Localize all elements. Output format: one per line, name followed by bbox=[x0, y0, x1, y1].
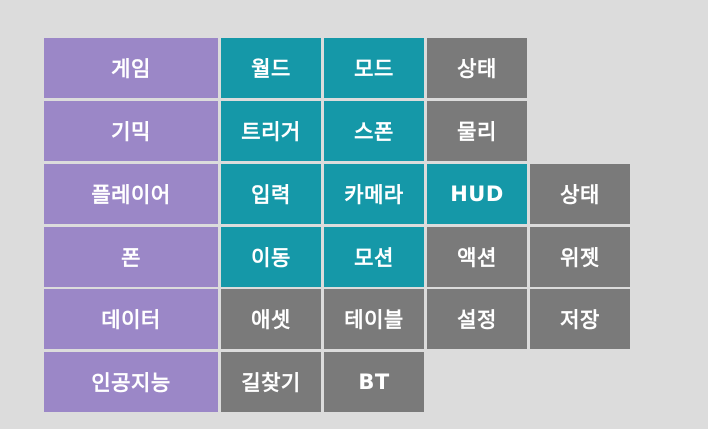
module-cell: 상태 bbox=[530, 164, 630, 224]
module-cell: 액션 bbox=[427, 227, 527, 287]
category-grid: 게임 월드 모드 상태 기믹 트리거 스폰 물리 플레이어 입력 카메라 HUD 상태 폰 이동 모션 액션 위젯… bbox=[44, 38, 630, 414]
module-cell: 상태 bbox=[427, 38, 527, 98]
category-label: 데이터 bbox=[44, 289, 218, 349]
category-label: 기믹 bbox=[44, 101, 218, 161]
module-cell: 카메라 bbox=[324, 164, 424, 224]
module-cell: 스폰 bbox=[324, 101, 424, 161]
module-cell: 트리거 bbox=[221, 101, 321, 161]
module-cell: 물리 bbox=[427, 101, 527, 161]
module-cell: BT bbox=[324, 352, 424, 412]
module-cell: 위젯 bbox=[530, 227, 630, 287]
module-cell: 애셋 bbox=[221, 289, 321, 349]
category-label: 폰 bbox=[44, 227, 218, 287]
category-label: 게임 bbox=[44, 38, 218, 98]
module-cell: 월드 bbox=[221, 38, 321, 98]
module-cell: 입력 bbox=[221, 164, 321, 224]
module-cell: 테이블 bbox=[324, 289, 424, 349]
module-cell: 이동 bbox=[221, 227, 321, 287]
module-cell: 모드 bbox=[324, 38, 424, 98]
module-cell: 저장 bbox=[530, 289, 630, 349]
module-cell: HUD bbox=[427, 164, 527, 224]
category-label: 플레이어 bbox=[44, 164, 218, 224]
module-cell: 모션 bbox=[324, 227, 424, 287]
module-cell: 길찾기 bbox=[221, 352, 321, 412]
category-label: 인공지능 bbox=[44, 352, 218, 412]
module-cell: 설정 bbox=[427, 289, 527, 349]
